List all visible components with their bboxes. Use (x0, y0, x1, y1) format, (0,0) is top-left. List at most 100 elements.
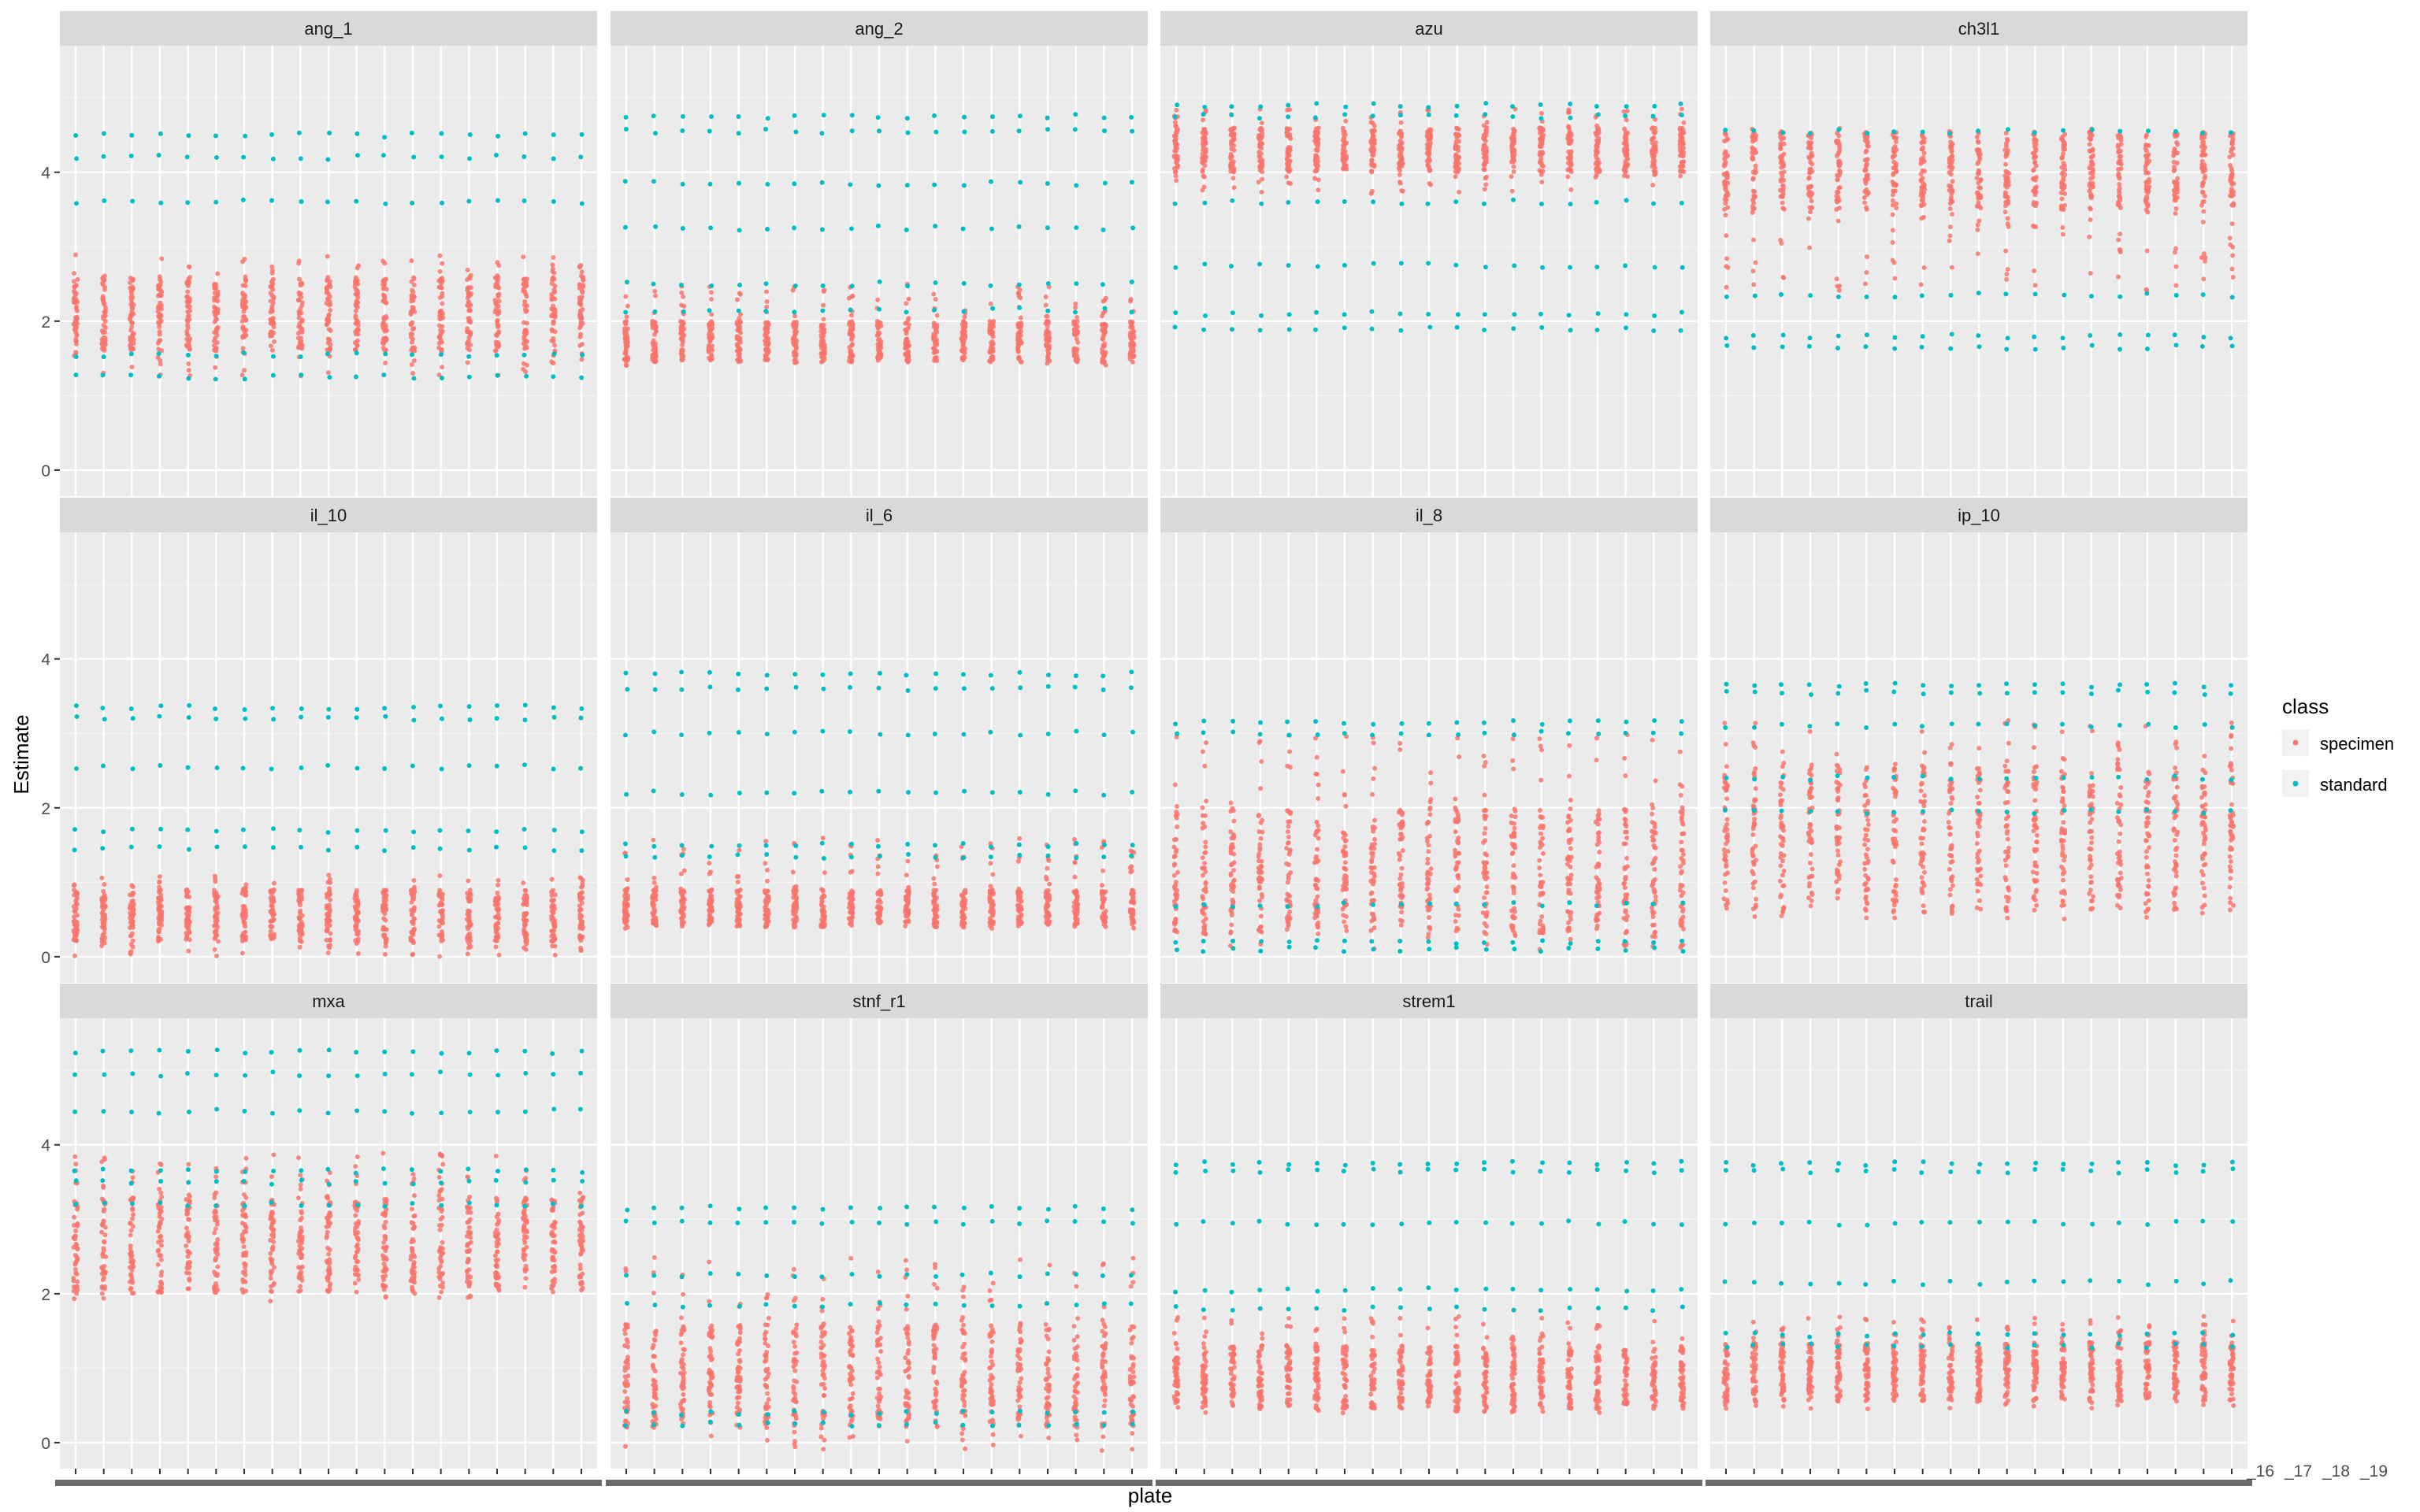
specimen-point (1174, 160, 1179, 165)
specimen-point (1129, 321, 1134, 327)
standard-point (988, 283, 993, 288)
standard-point (2089, 343, 2095, 348)
standard-point (933, 280, 938, 285)
specimen-point (1949, 212, 1954, 217)
specimen-point (72, 953, 77, 958)
specimen-point (1019, 324, 1024, 329)
specimen-point (184, 894, 189, 899)
standard-point (2032, 130, 2037, 135)
standard-point (1202, 261, 1208, 267)
standard-point (325, 199, 330, 205)
specimen-point (1075, 359, 1080, 365)
standard-point (1568, 328, 1573, 333)
specimen-point (1594, 154, 1599, 160)
standard-point (1454, 103, 1460, 109)
specimen-point (102, 273, 107, 279)
standard-point (101, 154, 106, 159)
standard-point (624, 280, 629, 285)
standard-point (1017, 113, 1023, 119)
standard-point (438, 703, 444, 709)
specimen-point (437, 311, 443, 317)
standard-point (521, 198, 527, 203)
standard-point (736, 180, 741, 186)
specimen-point (2032, 185, 2038, 191)
specimen-point (1018, 359, 1023, 365)
standard-point (243, 716, 248, 721)
standard-point (707, 308, 712, 313)
specimen-point (792, 321, 798, 327)
specimen-point (269, 903, 275, 909)
specimen-point (355, 332, 361, 337)
specimen-point (625, 338, 630, 343)
specimen-point (355, 936, 361, 942)
specimen-point (1259, 166, 1264, 172)
specimen-point (2088, 206, 2093, 212)
standard-point (2144, 346, 2150, 352)
specimen-point (239, 932, 245, 938)
specimen-point (1568, 132, 1574, 138)
specimen-point (384, 328, 389, 333)
standard-point (466, 198, 472, 204)
standard-point (1780, 130, 1786, 135)
specimen-point (1316, 187, 1321, 193)
standard-point (1369, 309, 1375, 314)
specimen-point (382, 261, 388, 266)
specimen-point (549, 359, 555, 365)
standard-point (73, 372, 79, 378)
specimen-point (2005, 175, 2010, 180)
specimen-point (1835, 151, 1841, 157)
standard-point (2032, 334, 2037, 339)
specimen-point (1678, 173, 1683, 179)
specimen-point (524, 345, 529, 350)
specimen-point (1893, 183, 1899, 188)
specimen-point (1174, 153, 1179, 158)
specimen-point (2003, 169, 2009, 174)
specimen-point (1427, 145, 1432, 150)
specimen-point (934, 342, 940, 347)
specimen-point (624, 329, 629, 335)
specimen-point (2175, 176, 2181, 181)
standard-point (2118, 346, 2123, 352)
standard-point (1312, 115, 1318, 120)
standard-point (271, 717, 277, 722)
specimen-point (2230, 253, 2236, 258)
specimen-point (1483, 174, 1489, 180)
specimen-point (1072, 352, 1078, 358)
standard-point (680, 113, 685, 119)
specimen-point (129, 883, 135, 888)
specimen-point (100, 343, 106, 349)
specimen-point (1457, 189, 1462, 195)
y-tick-label: 0 (41, 462, 50, 480)
specimen-point (269, 329, 274, 335)
specimen-point (212, 923, 217, 928)
standard-point (623, 114, 629, 120)
specimen-point (1651, 161, 1657, 167)
standard-point (2228, 130, 2233, 135)
specimen-point (186, 264, 191, 269)
specimen-point (577, 934, 583, 939)
standard-point (961, 183, 967, 188)
specimen-point (157, 880, 162, 885)
specimen-point (184, 280, 190, 285)
specimen-point (821, 317, 826, 322)
specimen-point (269, 283, 275, 288)
specimen-point (1836, 287, 1842, 293)
specimen-point (737, 357, 742, 362)
specimen-point (324, 922, 329, 928)
specimen-point (521, 880, 526, 886)
specimen-point (2033, 142, 2039, 147)
specimen-point (2062, 140, 2067, 146)
specimen-point (550, 262, 555, 268)
standard-point (1342, 312, 1347, 317)
specimen-point (156, 303, 161, 309)
specimen-point (295, 335, 301, 341)
specimen-point (1044, 313, 1049, 319)
specimen-point (991, 318, 997, 324)
specimen-point (465, 346, 470, 351)
specimen-point (130, 918, 135, 924)
specimen-point (465, 285, 470, 291)
specimen-point (439, 280, 444, 286)
specimen-point (410, 912, 415, 917)
specimen-point (440, 301, 445, 306)
specimen-point (1369, 128, 1375, 134)
